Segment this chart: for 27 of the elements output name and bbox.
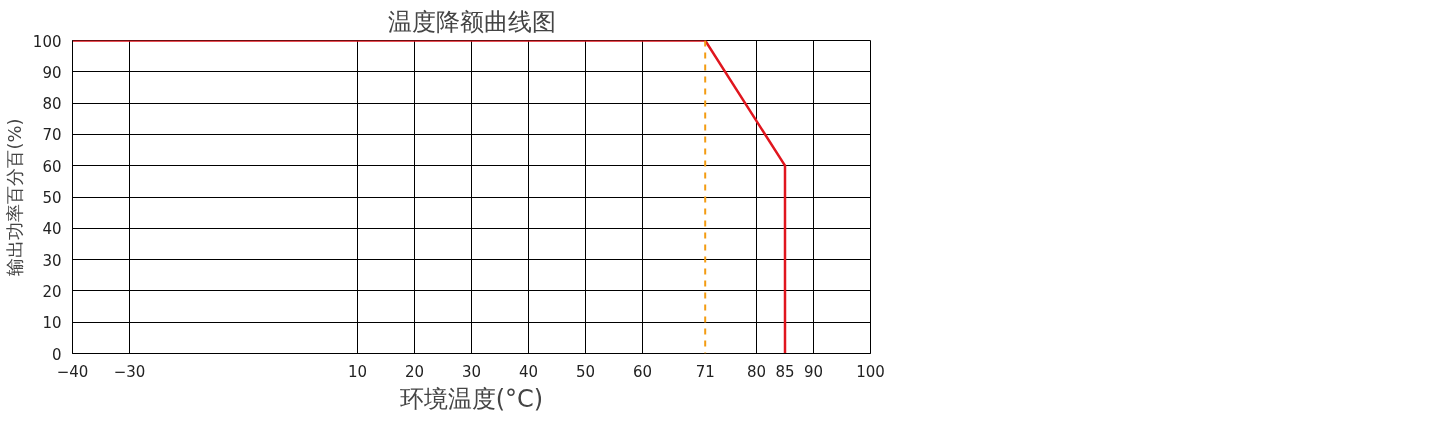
y-tick-label: 30	[42, 251, 62, 270]
y-tick-label: 90	[42, 63, 62, 82]
x-tick-label: 100	[856, 362, 885, 381]
x-tick-label: 71	[695, 362, 715, 381]
y-tick-label: 20	[42, 282, 62, 301]
y-tick-label: 10	[42, 314, 62, 333]
x-tick-label: 20	[404, 362, 425, 381]
x-tick-label: 90	[803, 362, 824, 381]
x-axis-title: 环境温度(°C)	[399, 384, 544, 413]
y-tick-label: 0	[51, 345, 62, 364]
y-tick-label: 60	[42, 157, 62, 176]
x-tick-label: 85	[775, 362, 795, 381]
x-tick-label: 60	[632, 362, 653, 381]
x-tick-label: 10	[347, 362, 368, 381]
x-tick-label: 80	[746, 362, 767, 381]
chart-title: 温度降额曲线图	[387, 7, 556, 36]
x-tick-label: 30	[461, 362, 482, 381]
x-tick-label: 50	[575, 362, 596, 381]
y-tick-label: 100	[32, 32, 62, 51]
y-tick-label: 40	[42, 220, 62, 239]
y-tick-label: 70	[42, 126, 62, 145]
y-tick-label: 50	[42, 189, 62, 207]
x-tick-label: −30	[113, 362, 146, 381]
y-axis-title: 输出功率百分百(%)	[3, 118, 25, 276]
y-tick-label: 80	[42, 95, 62, 114]
x-tick-label: 40	[518, 362, 539, 381]
x-tick-label: −40	[56, 362, 89, 381]
